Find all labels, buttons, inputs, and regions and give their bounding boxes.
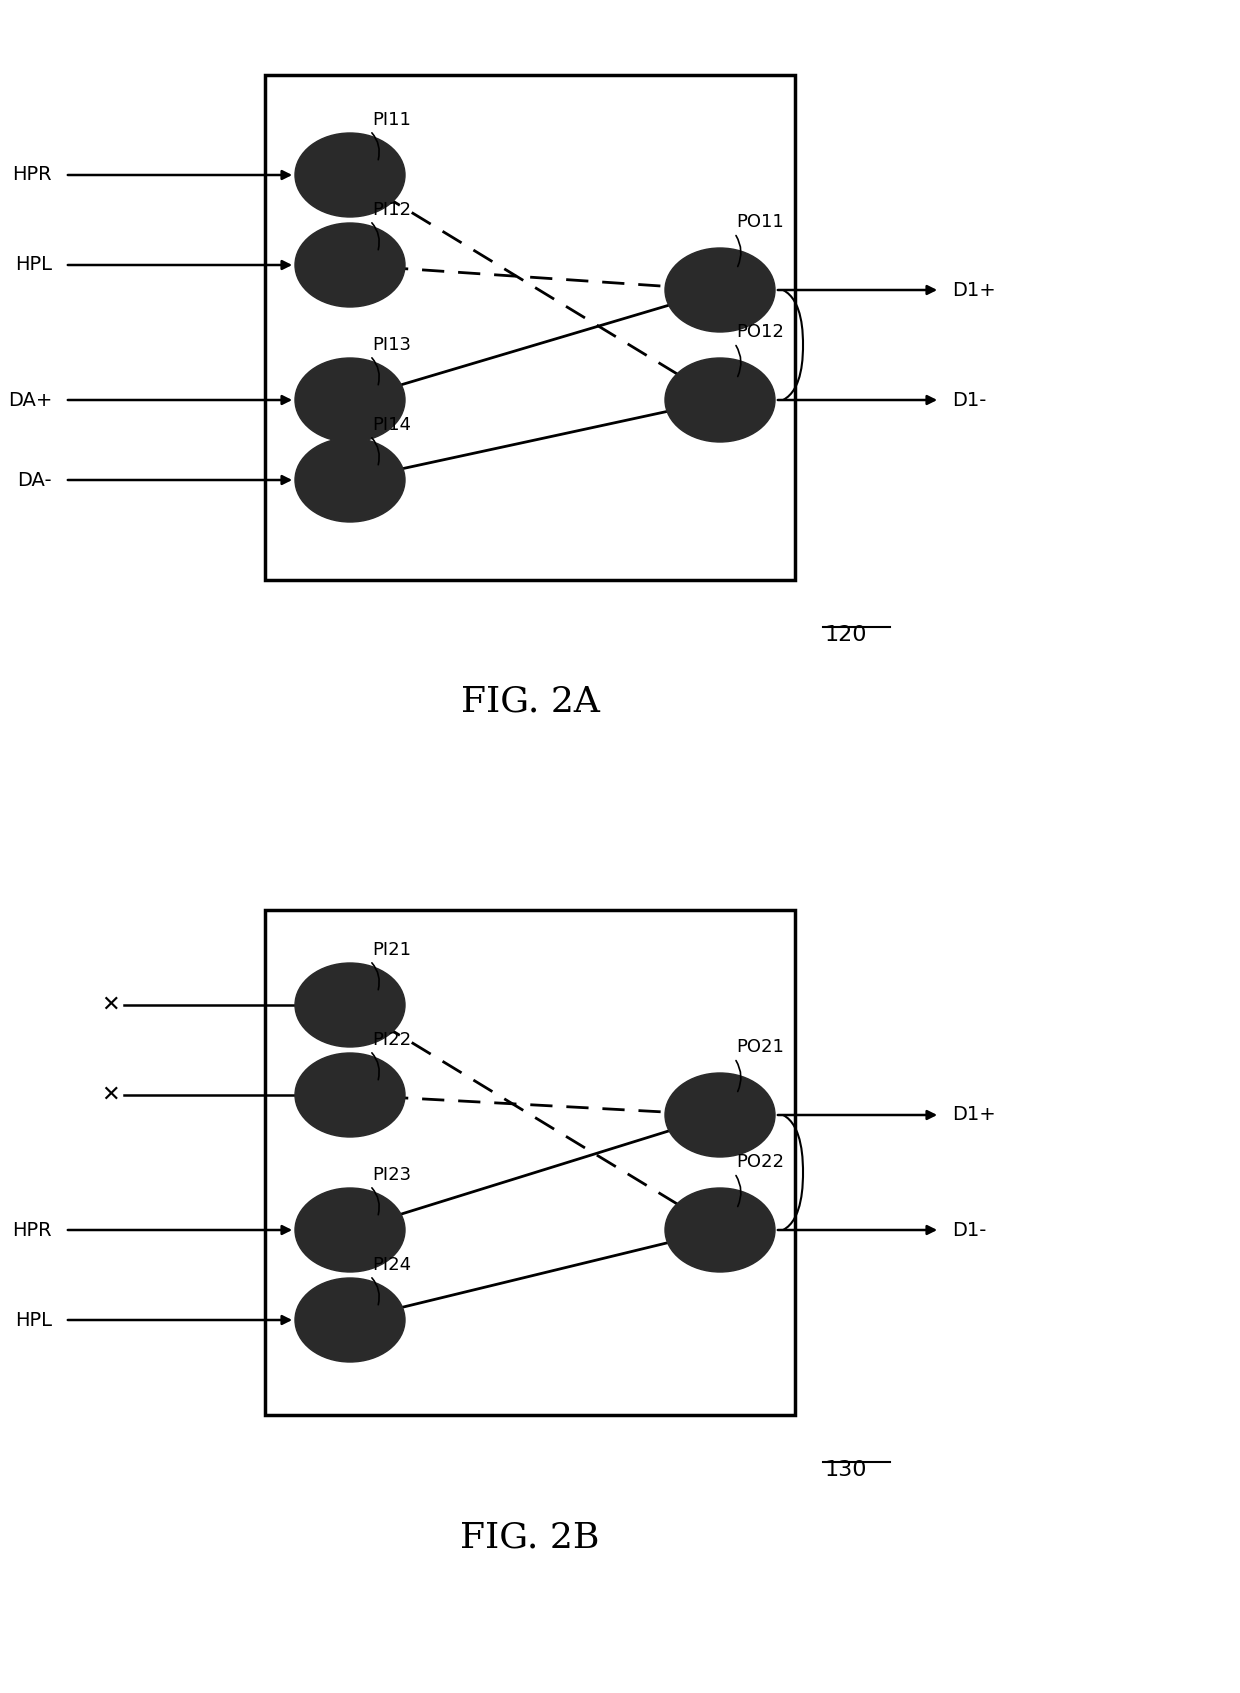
Text: D1-: D1- [952,391,986,410]
Text: 130: 130 [825,1459,868,1480]
Text: ✕: ✕ [100,995,119,1016]
Ellipse shape [295,963,405,1046]
Ellipse shape [295,357,405,442]
Ellipse shape [295,1053,405,1138]
Ellipse shape [665,1073,775,1156]
Text: D1+: D1+ [952,281,996,300]
Text: PI11: PI11 [372,110,410,129]
Text: PI12: PI12 [372,201,410,218]
Ellipse shape [295,438,405,521]
Text: PI13: PI13 [372,335,410,354]
Text: 120: 120 [825,625,868,645]
Text: FIG. 2A: FIG. 2A [460,686,599,720]
Text: HPL: HPL [15,1310,52,1329]
Text: PO11: PO11 [737,213,784,232]
Text: PI22: PI22 [372,1031,412,1048]
Ellipse shape [295,134,405,217]
Ellipse shape [665,247,775,332]
Text: PI21: PI21 [372,941,410,958]
Text: PI24: PI24 [372,1256,412,1273]
Text: PO22: PO22 [737,1153,785,1172]
Ellipse shape [665,357,775,442]
Text: PO21: PO21 [737,1038,785,1056]
Text: PI14: PI14 [372,416,410,433]
Bar [265,74,795,581]
Text: HPL: HPL [15,256,52,274]
Bar [265,911,795,1415]
Ellipse shape [295,1188,405,1271]
Text: D1+: D1+ [952,1106,996,1124]
Text: HPR: HPR [12,166,52,185]
Text: PI23: PI23 [372,1166,412,1183]
Text: DA-: DA- [17,471,52,489]
Text: D1-: D1- [952,1221,986,1239]
Text: ✕: ✕ [100,1085,119,1106]
Text: DA+: DA+ [7,391,52,410]
Text: HPR: HPR [12,1221,52,1239]
Ellipse shape [295,1278,405,1361]
Text: PO12: PO12 [737,323,785,342]
Ellipse shape [665,1188,775,1271]
Text: FIG. 2B: FIG. 2B [460,1520,600,1554]
Ellipse shape [295,223,405,306]
